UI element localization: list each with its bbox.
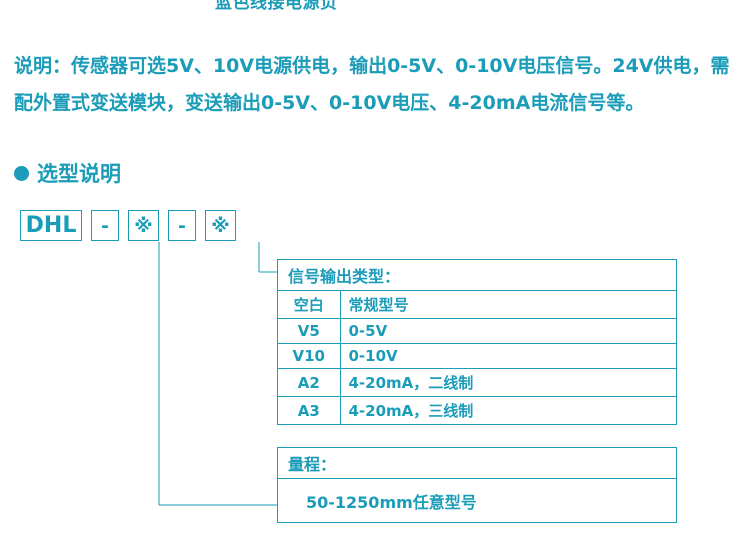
output-type-table: 信号输出类型： 空白 常规型号 V5 0-5V V10 0-10V A2 4-2… xyxy=(277,259,677,425)
output-code-4: A3 xyxy=(278,396,341,424)
model-code-row: DHL - ※ - ※ xyxy=(20,210,236,241)
table-row: V5 0-5V xyxy=(278,318,676,344)
circuit-caption: 蓝色线接电源负 xyxy=(215,0,338,13)
output-code-1: V5 xyxy=(278,318,341,344)
range-table-title: 量程： xyxy=(278,448,676,479)
range-table: 量程： 50-1250mm任意型号 xyxy=(277,447,677,523)
model-code-dash-1: - xyxy=(91,210,119,241)
description-paragraph: 说明：传感器可选5V、10V电源供电，输出0-5V、0-10V电压信号。24V供… xyxy=(14,55,730,114)
model-code-star-2: ※ xyxy=(205,210,236,241)
table-row: 50-1250mm任意型号 xyxy=(278,479,676,524)
output-value-1: 0-5V xyxy=(339,318,676,344)
table-row: A2 4-20mA，二线制 xyxy=(278,368,676,397)
model-code-prefix: DHL xyxy=(20,210,82,241)
table-row: V10 0-10V xyxy=(278,343,676,369)
output-code-2: V10 xyxy=(278,343,341,369)
table-row: 空白 常规型号 xyxy=(278,290,676,319)
table-row: 量程： xyxy=(278,448,676,479)
output-value-0: 常规型号 xyxy=(339,290,676,319)
table-row: 信号输出类型： xyxy=(278,260,676,291)
output-value-4: 4-20mA，三线制 xyxy=(339,396,676,424)
output-table-title: 信号输出类型： xyxy=(278,260,676,291)
section-heading-label: 选型说明 xyxy=(37,162,121,186)
table-row: A3 4-20mA，三线制 xyxy=(278,396,676,424)
bullet-dot-icon xyxy=(14,165,29,181)
circuit-diagram xyxy=(60,0,210,8)
model-code-star-1: ※ xyxy=(128,210,159,241)
section-heading: 选型说明 xyxy=(14,158,121,188)
range-table-value: 50-1250mm任意型号 xyxy=(306,493,477,513)
output-code-0: 空白 xyxy=(278,290,341,319)
model-code-dash-2: - xyxy=(168,210,196,241)
output-code-3: A2 xyxy=(278,368,341,397)
output-value-3: 4-20mA，二线制 xyxy=(339,368,676,397)
output-value-2: 0-10V xyxy=(339,343,676,369)
